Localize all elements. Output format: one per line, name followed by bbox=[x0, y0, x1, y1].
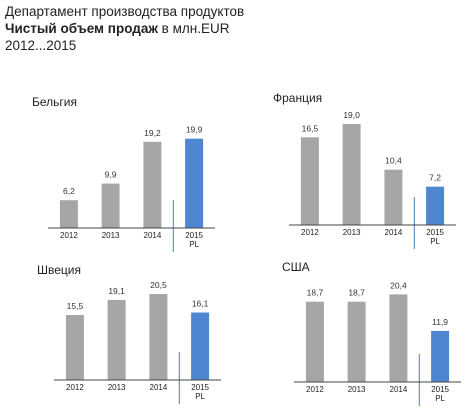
actual-bar bbox=[65, 315, 84, 380]
actual-bar bbox=[300, 137, 319, 225]
plan-bar bbox=[431, 330, 450, 382]
actual-bar bbox=[59, 200, 78, 228]
x-tick-label: 2013 bbox=[102, 231, 120, 240]
actual-bar bbox=[143, 141, 162, 228]
data-label: 7,2 bbox=[429, 173, 441, 183]
data-label: 20,4 bbox=[390, 280, 407, 290]
report-header: Департамент производства продуктов Чисты… bbox=[5, 3, 244, 54]
department-title: Департамент производства продуктов bbox=[5, 4, 245, 19]
x-tick-label: 2012 bbox=[60, 231, 78, 240]
data-label: 19,2 bbox=[144, 128, 161, 138]
x-tick-label: 2015 bbox=[191, 383, 209, 392]
plan-bar bbox=[185, 138, 204, 228]
data-label: 19,9 bbox=[186, 125, 203, 135]
chart-title: Франция bbox=[273, 91, 322, 105]
x-tick-sublabel: PL bbox=[195, 392, 205, 401]
data-label: 16,1 bbox=[192, 299, 209, 309]
report-subtitle: Чистый объем продаж в млн.EUR bbox=[5, 20, 244, 37]
chart-title: США bbox=[282, 260, 310, 274]
x-tick-label: 2014 bbox=[150, 383, 168, 392]
data-label: 10,4 bbox=[385, 156, 402, 166]
report-period: 2012...2015 bbox=[5, 38, 77, 53]
x-tick-label: 2013 bbox=[348, 385, 366, 394]
actual-bar bbox=[384, 169, 403, 225]
x-tick-sublabel: PL bbox=[435, 394, 445, 403]
x-tick-label: 2015 bbox=[185, 231, 203, 240]
data-label: 6,2 bbox=[63, 186, 75, 196]
actual-bar bbox=[389, 294, 408, 382]
x-tick-label: 2015 bbox=[431, 385, 449, 394]
data-label: 18,7 bbox=[307, 288, 324, 298]
actual-bar bbox=[107, 299, 126, 380]
plan-bar bbox=[191, 312, 210, 380]
actual-bar bbox=[342, 124, 361, 225]
x-tick-label: 2014 bbox=[390, 385, 408, 394]
chart-title: Бельгия bbox=[32, 95, 77, 109]
actual-bar bbox=[305, 301, 324, 382]
data-label: 19,0 bbox=[343, 110, 360, 120]
report-subtitle-unit: в млн.EUR bbox=[157, 21, 230, 36]
x-tick-label: 2013 bbox=[108, 383, 126, 392]
x-tick-label: 2012 bbox=[306, 385, 324, 394]
x-tick-label: 2012 bbox=[301, 228, 319, 237]
data-label: 11,9 bbox=[432, 317, 448, 327]
x-tick-label: 2014 bbox=[144, 231, 162, 240]
chart-title: Швеция bbox=[37, 263, 81, 277]
x-tick-sublabel: PL bbox=[189, 240, 199, 249]
data-label: 15,5 bbox=[67, 301, 84, 311]
x-tick-label: 2015 bbox=[426, 228, 444, 237]
x-tick-label: 2014 bbox=[385, 228, 403, 237]
x-tick-label: 2012 bbox=[66, 383, 84, 392]
data-label: 19,1 bbox=[108, 286, 125, 296]
report-subtitle-bold: Чистый объем продаж bbox=[5, 21, 158, 36]
data-label: 20,5 bbox=[150, 280, 167, 290]
actual-bar bbox=[149, 294, 168, 380]
actual-bar bbox=[347, 301, 366, 382]
data-label: 9,9 bbox=[105, 170, 117, 180]
x-tick-label: 2013 bbox=[343, 228, 361, 237]
plan-bar bbox=[426, 186, 445, 225]
x-tick-sublabel: PL bbox=[430, 237, 440, 246]
data-label: 18,7 bbox=[348, 288, 365, 298]
actual-bar bbox=[101, 183, 120, 228]
data-label: 16,5 bbox=[302, 123, 319, 133]
